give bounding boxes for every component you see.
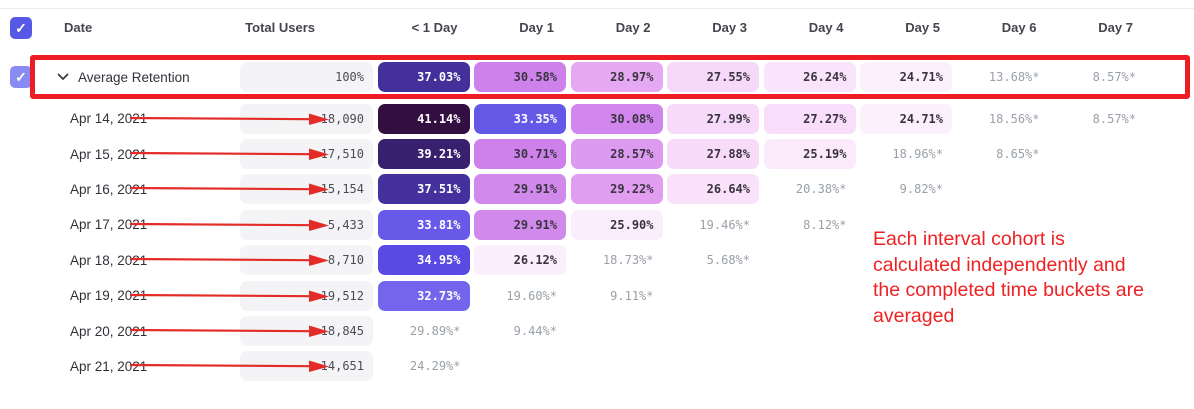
retention-cell[interactable]: 32.73%: [377, 280, 470, 311]
retention-cell[interactable]: 24.71%: [860, 103, 952, 134]
column-header-day-6: Day 6: [1001, 20, 1037, 35]
cohort-row: Apr 14, 2021 18,090 41.14% 33.35% 30.08% 27.9…: [0, 101, 1194, 136]
retention-cell[interactable]: 33.81%: [377, 209, 470, 240]
annotation-text: Each interval cohort is calculated indep…: [873, 228, 1144, 327]
retention-cell[interactable]: 29.91%: [474, 174, 566, 205]
date-column: Average Retention: [54, 57, 240, 97]
average-retention-row: ✓ Average Retention 100% 37.03% 30.58% 28.97%…: [0, 57, 1194, 97]
column-header-day-4: Day 4: [808, 20, 844, 35]
column-header-date: Date: [64, 20, 93, 35]
retention-cell[interactable]: 37.51%: [377, 174, 470, 205]
retention-cell[interactable]: 24.29%*: [409, 359, 461, 374]
retention-cell[interactable]: 29.89%*: [409, 324, 461, 339]
retention-cell[interactable]: 29.91%: [474, 209, 566, 240]
cohort-date-label: Apr 14, 2021: [70, 111, 148, 127]
retention-cell[interactable]: 28.57%: [570, 139, 663, 170]
date-column: Apr 20, 2021: [54, 313, 329, 348]
cohort-date-label: Apr 19, 2021: [70, 288, 148, 304]
chevron-down-icon[interactable]: [57, 73, 69, 81]
table-body: ✓ Average Retention 100% 37.03% 30.58% 28.97%…: [0, 57, 1194, 384]
retention-cell[interactable]: 8.57%*: [1092, 111, 1136, 126]
date-column: Apr 21, 2021: [54, 349, 329, 384]
total-users-cell: 19,512: [240, 280, 373, 311]
retention-cell[interactable]: 19.60%*: [506, 288, 557, 303]
retention-cell[interactable]: 18.96%*: [892, 147, 943, 162]
retention-cell[interactable]: 9.82%*: [899, 182, 943, 197]
cohort-date-label: Apr 17, 2021: [70, 217, 148, 233]
column-header-day-5: Day 5: [905, 20, 940, 35]
total-users-cell: 100%: [240, 62, 373, 92]
column-header-day-3: Day 3: [712, 20, 747, 35]
date-column: Apr 17, 2021: [54, 207, 329, 242]
date-column: Apr 15, 2021: [54, 136, 329, 171]
checkmark-icon: ✓: [15, 69, 27, 85]
retention-cell[interactable]: 28.97%: [570, 62, 663, 92]
checkbox-column: ✓: [0, 66, 54, 88]
retention-cell[interactable]: 30.08%: [570, 103, 663, 134]
retention-cell[interactable]: 39.21%: [377, 139, 470, 170]
total-users-cell: 14,651: [240, 351, 373, 382]
retention-cell[interactable]: 34.95%: [377, 245, 470, 276]
cohort-row: Apr 15, 2021 17,510 39.21% 30.71% 28.57% 27.8…: [0, 136, 1194, 171]
date-column: Apr 19, 2021: [54, 278, 329, 313]
retention-cell[interactable]: 29.22%: [570, 174, 663, 205]
select-all-checkbox[interactable]: ✓: [10, 16, 32, 39]
retention-cell[interactable]: 27.99%: [667, 103, 759, 134]
date-column: Apr 18, 2021: [54, 243, 329, 278]
retention-cell[interactable]: 13.68%*: [988, 70, 1040, 84]
retention-cell[interactable]: 19.46%*: [699, 217, 750, 232]
retention-cell[interactable]: 5.68%*: [706, 253, 750, 268]
total-users-cell: 8,710: [240, 245, 373, 276]
retention-cell[interactable]: 33.35%: [474, 103, 566, 134]
date-column: Apr 14, 2021: [54, 101, 329, 136]
retention-cell[interactable]: 27.88%: [667, 139, 759, 170]
total-users-cell: 18,845: [240, 316, 373, 347]
retention-cell[interactable]: 25.19%: [763, 139, 856, 170]
retention-cell[interactable]: 26.12%: [474, 245, 566, 276]
column-header-day-1: Day 1: [519, 20, 554, 35]
cohort-date-label: Apr 20, 2021: [70, 323, 148, 339]
total-users-cell: 15,154: [240, 174, 373, 205]
retention-cell[interactable]: 9.11%*: [610, 288, 654, 303]
retention-cell[interactable]: 9.44%*: [513, 324, 557, 339]
cohort-date-label: Apr 15, 2021: [70, 146, 148, 162]
average-retention-label: Average Retention: [78, 69, 190, 85]
retention-cell[interactable]: 18.73%*: [602, 253, 654, 268]
retention-cell[interactable]: 20.38%*: [795, 182, 847, 197]
table-header-row: ✓ Date Total Users < 1 Day Day 1 Day 2 D…: [0, 8, 1194, 46]
retention-cell[interactable]: 41.14%: [377, 103, 470, 134]
row-checkbox[interactable]: ✓: [10, 66, 32, 88]
cohort-row: Apr 18, 2021 8,710 34.95% 26.12% 18.73%* 5.68…: [0, 243, 1194, 278]
date-column: Apr 16, 2021: [54, 172, 329, 207]
checkmark-icon: ✓: [15, 19, 27, 36]
column-header-lt-1-day: < 1 Day: [411, 20, 458, 35]
retention-cell[interactable]: 18.56%*: [988, 111, 1040, 126]
total-users-cell: 18,090: [240, 103, 373, 134]
column-header-day-2: Day 2: [615, 20, 651, 35]
retention-cell[interactable]: 27.55%: [667, 62, 759, 92]
cohort-date-label: Apr 16, 2021: [70, 181, 148, 197]
retention-cell[interactable]: 25.90%: [570, 209, 663, 240]
cohort-date-label: Apr 21, 2021: [70, 358, 148, 374]
retention-cell[interactable]: 37.03%: [377, 62, 470, 92]
retention-cell[interactable]: 26.64%: [667, 174, 759, 205]
column-header-day-7: Day 7: [1098, 20, 1133, 35]
cohort-row: Apr 21, 2021 14,651 24.29%*: [0, 349, 1194, 384]
retention-cell[interactable]: 30.58%: [474, 62, 566, 92]
cohort-date-label: Apr 18, 2021: [70, 252, 148, 268]
total-users-cell: 17,510: [240, 139, 373, 170]
retention-cell[interactable]: 26.24%: [763, 62, 856, 92]
cohort-row: Apr 19, 2021 19,512 32.73% 19.60%* 9.11%*: [0, 278, 1194, 313]
retention-cell[interactable]: 8.65%*: [996, 147, 1040, 162]
total-users-cell: 5,433: [240, 209, 373, 240]
cohort-row: Apr 16, 2021 15,154 37.51% 29.91% 29.22% 26.6…: [0, 172, 1194, 207]
retention-cell[interactable]: 8.12%*: [803, 217, 847, 232]
retention-cell[interactable]: 24.71%: [860, 62, 952, 92]
retention-cell[interactable]: 27.27%: [763, 103, 856, 134]
column-header-total-users: Total Users: [245, 20, 315, 35]
retention-cell[interactable]: 8.57%*: [1092, 70, 1136, 84]
retention-cell[interactable]: 30.71%: [474, 139, 566, 170]
cohort-row: Apr 17, 2021 5,433 33.81% 29.91% 25.90% 19.46…: [0, 207, 1194, 242]
